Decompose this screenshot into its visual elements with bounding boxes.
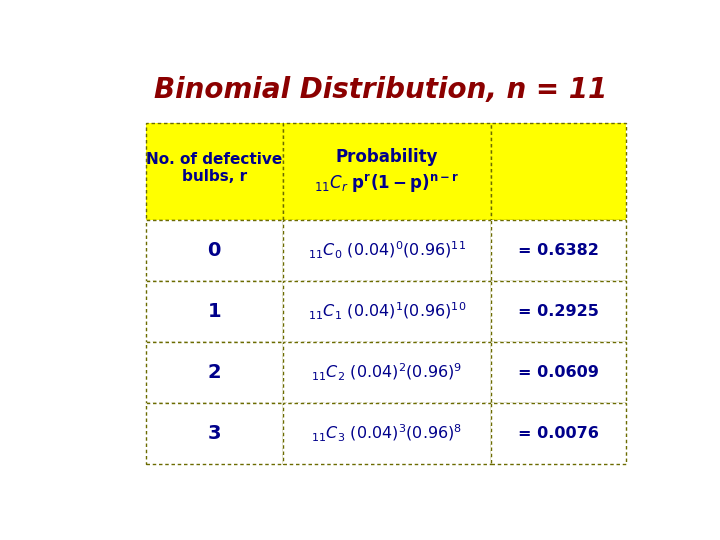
Bar	[282, 403, 491, 464]
Text: = 0.0609: = 0.0609	[518, 365, 599, 380]
Bar	[491, 342, 626, 403]
Bar	[491, 403, 626, 464]
Bar	[145, 220, 282, 281]
Bar	[282, 220, 491, 281]
Bar	[145, 281, 282, 342]
Text: 1: 1	[207, 302, 221, 321]
Bar	[491, 220, 626, 281]
Text: $_{11}C_0\ (0.04)^0(0.96)^{11}$: $_{11}C_0\ (0.04)^0(0.96)^{11}$	[308, 240, 466, 261]
Bar	[491, 342, 626, 403]
Bar	[282, 220, 491, 281]
Bar	[145, 403, 282, 464]
Text: $_{11}C_1\ (0.04)^1(0.96)^{10}$: $_{11}C_1\ (0.04)^1(0.96)^{10}$	[307, 301, 466, 322]
Text: $_{11}C_r\ \mathbf{p^r(1-p)^{n-r}}$: $_{11}C_r\ \mathbf{p^r(1-p)^{n-r}}$	[314, 172, 460, 194]
Bar	[491, 281, 626, 342]
Text: No. of defective
bulbs, r: No. of defective bulbs, r	[146, 152, 282, 184]
Bar	[491, 123, 626, 220]
Bar	[145, 281, 282, 342]
Text: 0: 0	[207, 241, 221, 260]
Text: Binomial Distribution, n = 11: Binomial Distribution, n = 11	[153, 76, 607, 104]
Bar	[282, 342, 491, 403]
Bar	[282, 342, 491, 403]
Text: Probability: Probability	[336, 148, 438, 166]
Bar	[282, 403, 491, 464]
Bar	[282, 123, 491, 220]
Bar	[491, 281, 626, 342]
Bar	[282, 281, 491, 342]
Bar	[282, 281, 491, 342]
Text: 3: 3	[207, 424, 221, 443]
Bar	[145, 342, 282, 403]
Bar	[491, 123, 626, 220]
Bar	[145, 123, 282, 220]
Bar	[145, 342, 282, 403]
Text: = 0.0076: = 0.0076	[518, 426, 599, 441]
Text: 2: 2	[207, 363, 221, 382]
Bar	[282, 123, 491, 220]
Bar	[491, 220, 626, 281]
Bar	[491, 403, 626, 464]
Text: $_{11}C_3\ (0.04)^3(0.96)^{8}$: $_{11}C_3\ (0.04)^3(0.96)^{8}$	[311, 423, 462, 444]
Text: = 0.6382: = 0.6382	[518, 243, 599, 258]
Bar	[145, 123, 282, 220]
Text: = 0.2925: = 0.2925	[518, 304, 599, 319]
Bar	[145, 220, 282, 281]
Text: $_{11}C_2\ (0.04)^2(0.96)^{9}$: $_{11}C_2\ (0.04)^2(0.96)^{9}$	[311, 362, 462, 383]
Bar	[145, 403, 282, 464]
